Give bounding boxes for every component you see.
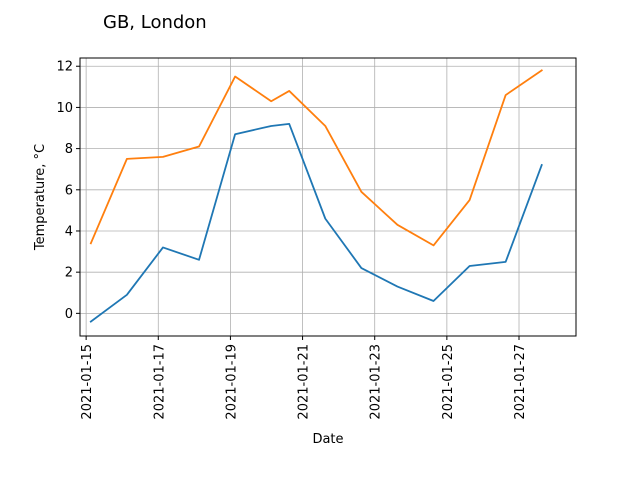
x-axis-ticks: 2021-01-15 2021-01-17 2021-01-19 2021-01-21… <box>80 336 528 420</box>
plot-frame <box>79 57 577 337</box>
x-tick-label: 2021-01-19 <box>224 344 239 420</box>
x-tick-label: 2021-01-17 <box>152 344 167 420</box>
y-tick-label: 8 <box>65 142 73 157</box>
y-axis-label: Temperature, °C <box>33 144 48 251</box>
x-tick-label: 2021-01-27 <box>513 344 528 420</box>
y-axis-ticks: 0 2 4 6 8 10 12 <box>56 60 80 322</box>
x-tick-label: 2021-01-15 <box>80 344 95 420</box>
y-tick-label: 2 <box>65 266 73 281</box>
grid <box>80 58 576 336</box>
y-tick-label: 6 <box>65 183 73 198</box>
y-tick-label: 0 <box>65 307 73 322</box>
chart-title: GB, London <box>103 12 207 33</box>
series-line-1 <box>89 123 543 323</box>
y-tick-label: 10 <box>56 101 73 116</box>
series-lines <box>89 69 543 323</box>
x-tick-label: 2021-01-25 <box>441 344 456 420</box>
x-tick-label: 2021-01-21 <box>297 344 312 420</box>
x-tick-label: 2021-01-23 <box>369 344 384 420</box>
series-line-2 <box>89 69 543 247</box>
x-axis-label: Date <box>312 432 343 447</box>
y-tick-label: 12 <box>56 60 73 75</box>
y-tick-label: 4 <box>65 224 73 239</box>
